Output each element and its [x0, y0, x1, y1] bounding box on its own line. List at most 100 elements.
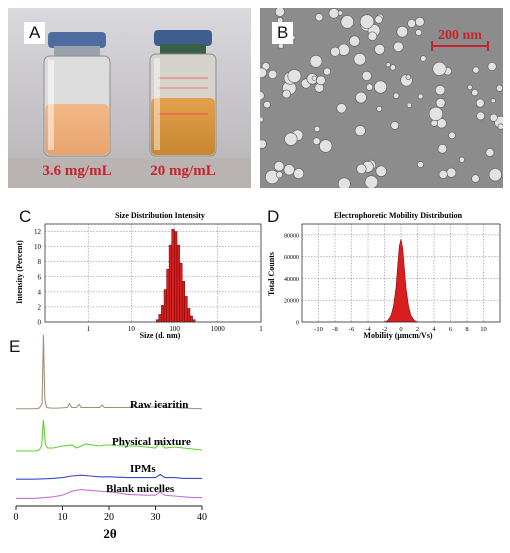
sem-particle [293, 168, 305, 179]
sem-particle [340, 15, 355, 29]
size-bar [161, 305, 165, 323]
vial-right-caption: 20 mg/mL [150, 163, 215, 179]
mobility-peak-area [384, 239, 418, 323]
xrd-xtick: 20 [104, 512, 114, 523]
sem-particle [263, 100, 271, 109]
panel-label-b: B [272, 22, 294, 44]
sem-particle [472, 66, 480, 74]
sem-particle [260, 139, 267, 149]
sem-particle [355, 91, 367, 104]
sem-particle [367, 31, 378, 41]
chart-c-ytick: 10 [34, 243, 42, 251]
sem-particle [393, 41, 404, 52]
xrd-xtick: 30 [151, 512, 161, 523]
panel-label-e: E [4, 336, 26, 358]
sem-particle [432, 61, 447, 76]
size-bar [171, 229, 175, 323]
chart-c-frame [44, 223, 262, 323]
sem-particle [277, 42, 284, 49]
sem-particle [438, 169, 448, 179]
sem-particle [284, 132, 298, 146]
chart-d-ytick: 20000 [284, 299, 299, 305]
sem-particle [490, 98, 496, 104]
sem-particle [323, 67, 331, 76]
chart-c-ytick: 0 [38, 319, 42, 327]
chart-c-ytick: 2 [38, 303, 42, 311]
chart-d-xtick: -4 [365, 326, 371, 333]
chart-d-title: Electrophoretic Mobility Distribution [334, 211, 463, 220]
panel-label-c: C [14, 206, 37, 228]
sem-particle [353, 52, 367, 66]
sem-particle [497, 123, 503, 130]
sem-particle [354, 125, 366, 137]
chart-c-ylabel: Intensity (Percent) [15, 240, 24, 304]
sem-particle [374, 15, 383, 24]
panel-c: C Size Distribution Intensity Size (d. n… [0, 196, 263, 351]
sem-particle [282, 89, 291, 99]
chart-c-ytick: 8 [38, 258, 42, 266]
sem-particle [390, 121, 400, 130]
xrd-series-line [16, 419, 203, 452]
sem-particle [375, 165, 387, 177]
sem-particle [437, 144, 448, 154]
sem-particle [311, 75, 317, 81]
panel-e: E Raw icaritin Physical mixture IPMs Blank … [0, 330, 230, 553]
chart-d-xtick: -6 [349, 326, 355, 333]
sem-particle [407, 19, 416, 28]
sem-particle [361, 70, 372, 81]
chart-d-xtick: 10 [480, 326, 487, 333]
sem-particle [396, 25, 409, 38]
sem-particle [393, 92, 400, 99]
sem-particle [405, 74, 412, 80]
chart-c-xlabel: Size (d. nm) [140, 331, 181, 340]
vial-left [43, 32, 111, 157]
sem-particle [476, 111, 485, 121]
sem-particle [417, 93, 424, 100]
sem-particle [471, 174, 480, 183]
sem-particle [348, 35, 361, 47]
sem-particle [328, 8, 340, 19]
chart-d-xtick: -8 [332, 326, 337, 333]
sem-particle [415, 17, 425, 27]
sem-particle [260, 91, 265, 101]
vial-right [149, 30, 217, 157]
chart-c-title: Size Distribution Intensity [115, 211, 205, 220]
scale-bar-label: 200 nm [438, 28, 482, 43]
sem-particle [365, 83, 374, 91]
chart-c-ytick: 12 [34, 228, 42, 236]
panel-label-a: A [24, 22, 46, 44]
vials-illustration: 3.6 mg/mL 20 mg/mL [8, 8, 251, 188]
sem-particle [275, 171, 283, 179]
sem-particle [319, 139, 333, 153]
xrd-chart: Raw icaritin Physical mixture IPMs Blank mi… [14, 334, 207, 541]
sem-particle [448, 131, 456, 140]
chart-d-ytick: 80000 [284, 233, 299, 239]
sem-particle [374, 44, 385, 55]
chart-d-ylabel: Total Counts [267, 252, 276, 296]
sem-particle [415, 29, 422, 36]
sem-particle [406, 102, 412, 108]
xrd-series-label: Blank micelles [106, 483, 175, 495]
size-distribution-chart: Size Distribution Intensity Size (d. nm)… [15, 211, 263, 340]
chart-d-ytick: 40000 [284, 277, 299, 283]
xrd-xtick: 40 [197, 512, 207, 523]
chart-d-xtick: -10 [314, 326, 323, 333]
sem-particle [489, 113, 498, 122]
sem-particle [485, 148, 495, 157]
xrd-xtick: 10 [58, 512, 68, 523]
sem-particle [268, 69, 278, 80]
sem-particle [274, 8, 285, 17]
xrd-series-label: Physical mixture [112, 436, 191, 448]
sem-particle [309, 54, 323, 68]
size-bar [158, 314, 162, 323]
mobility-distribution-chart: Electrophoretic Mobility Distribution Mo… [267, 211, 501, 340]
sem-particle [376, 106, 383, 112]
sem-particle [471, 89, 479, 97]
chart-d-xtick: 4 [432, 326, 436, 333]
xrd-series-label: IPMs [130, 463, 156, 475]
panel-d: D Electrophoretic Mobility Distribution … [256, 196, 508, 351]
chart-c-ytick: 4 [38, 288, 42, 296]
sem-particle [487, 61, 497, 71]
chart-c-xtick: 1 [86, 325, 90, 333]
sem-particle [467, 84, 473, 91]
